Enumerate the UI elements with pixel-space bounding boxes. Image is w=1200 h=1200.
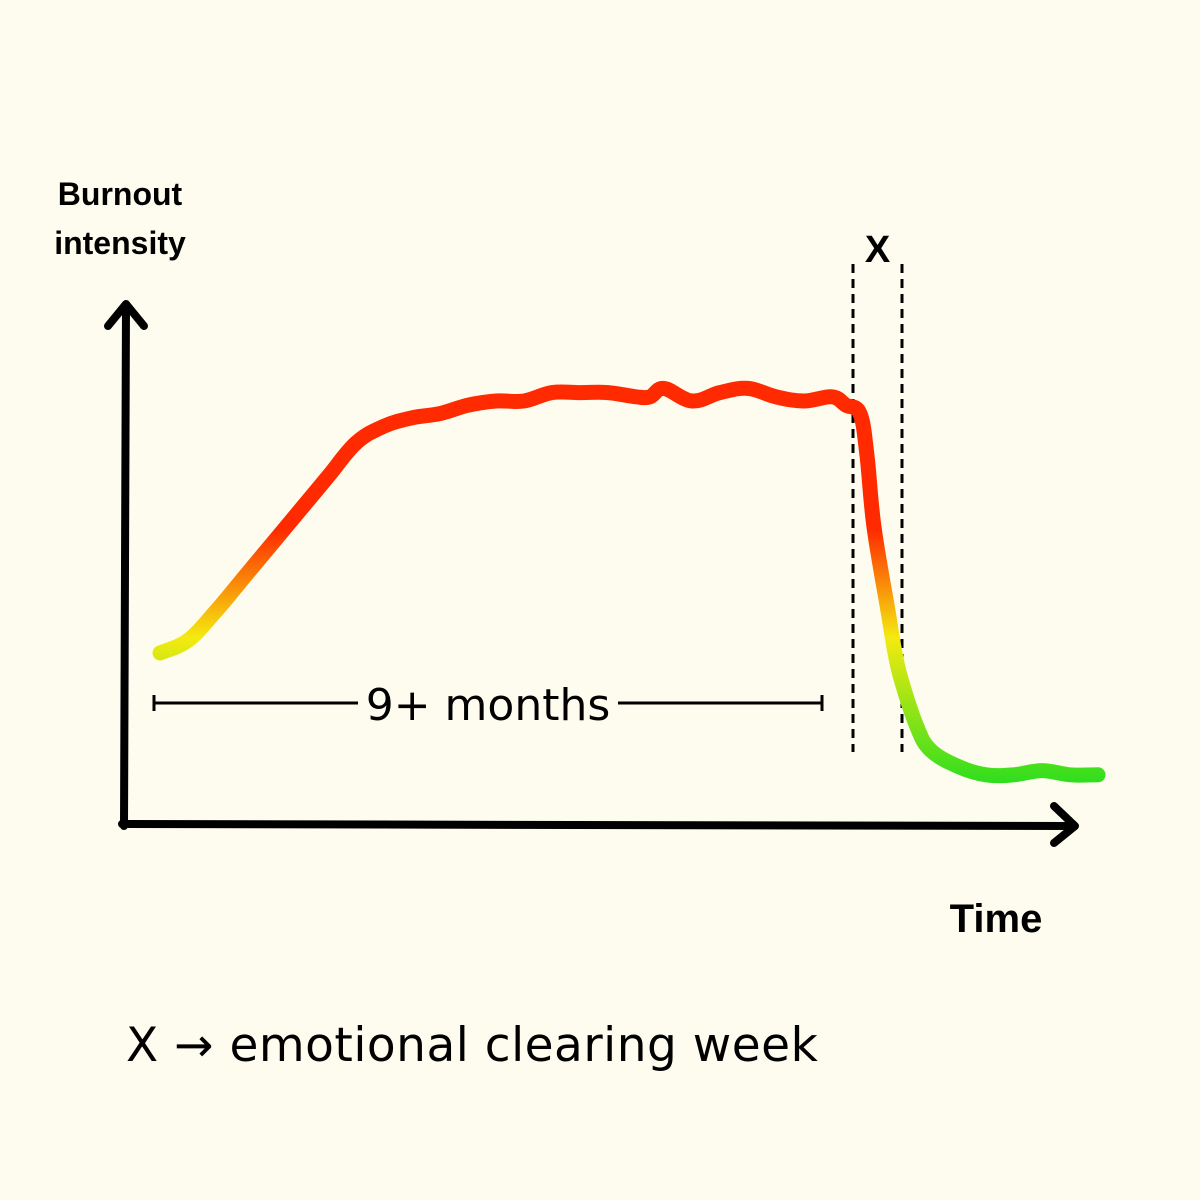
span-label: 9+ months <box>366 680 611 731</box>
y-axis-title-line2: intensity <box>54 225 186 261</box>
legend-footnote: X → emotional clearing week <box>126 1018 819 1073</box>
x-axis-arrowhead <box>1050 802 1079 847</box>
x-axis <box>118 820 1074 830</box>
burnout-curve <box>152 380 1106 784</box>
x-axis-title: Time <box>950 897 1043 941</box>
y-axis-arrowhead <box>104 300 148 330</box>
y-axis <box>120 302 130 830</box>
y-axis-title-line1: Burnout <box>58 176 183 212</box>
marker-label: X <box>865 229 891 271</box>
